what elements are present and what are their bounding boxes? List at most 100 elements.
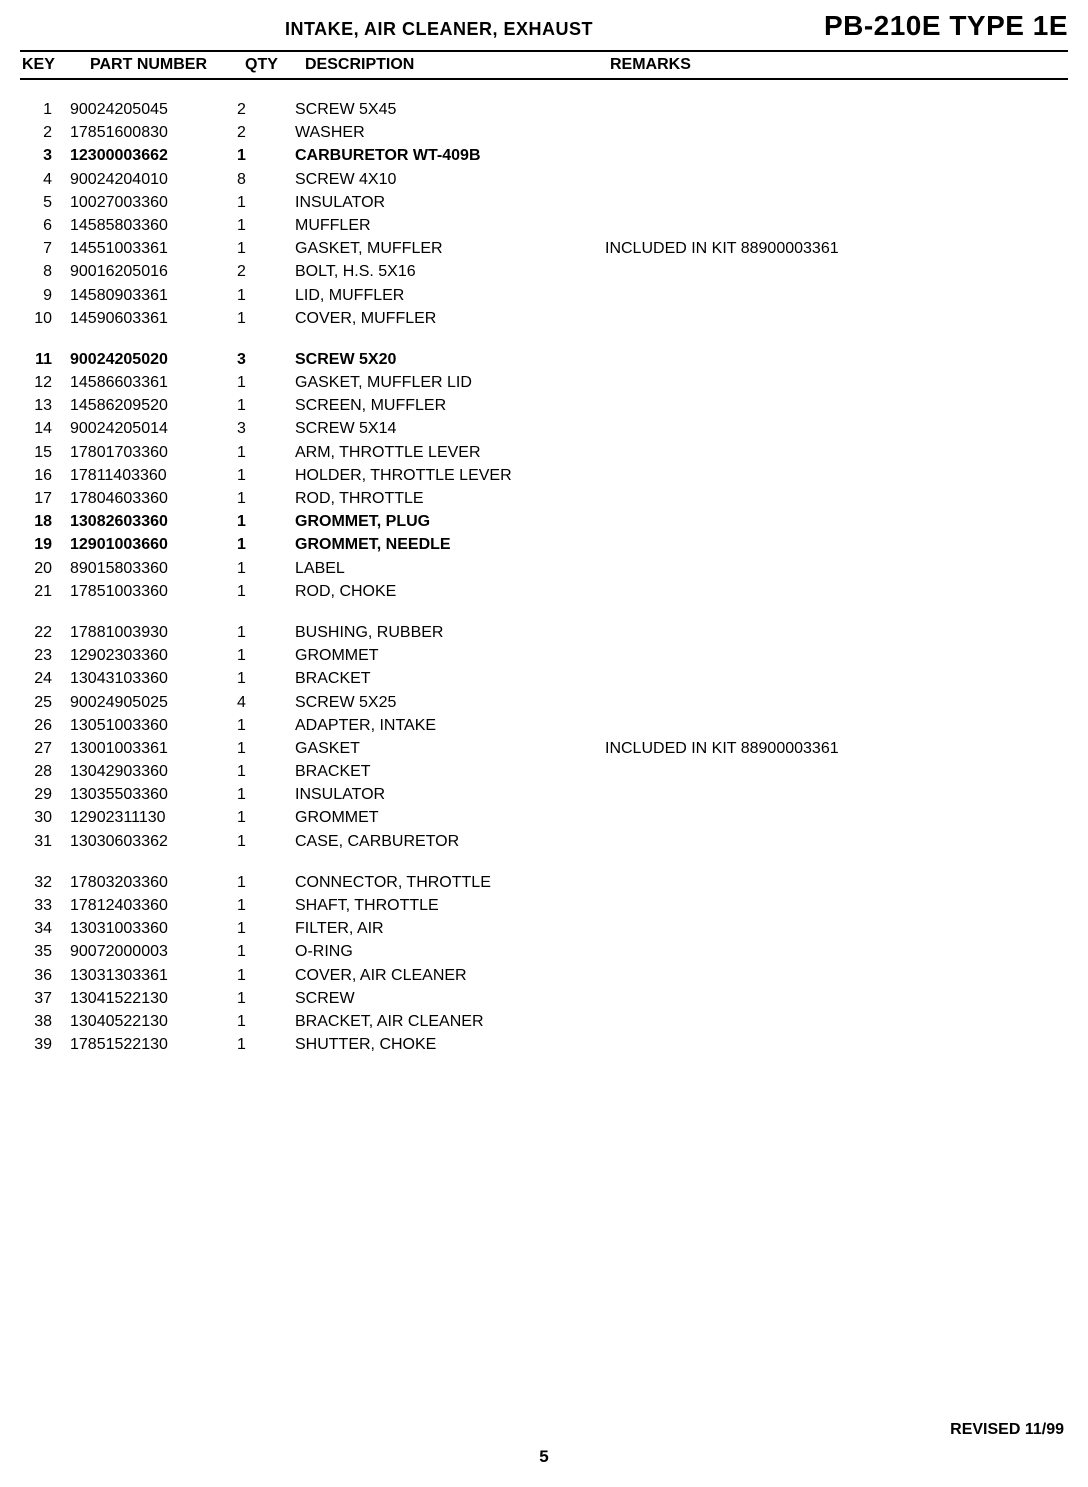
cell-part-number: 14590603361 bbox=[70, 307, 225, 330]
cell-key: 19 bbox=[20, 533, 70, 556]
cell-qty: 1 bbox=[225, 284, 295, 307]
cell-key: 6 bbox=[20, 214, 70, 237]
cell-key: 37 bbox=[20, 987, 70, 1010]
cell-description: SCREW bbox=[295, 987, 605, 1010]
cell-remarks bbox=[605, 168, 1068, 191]
cell-remarks bbox=[605, 284, 1068, 307]
table-row: 38130405221301BRACKET, AIR CLEANER bbox=[20, 1010, 1068, 1033]
cell-description: SCREW 4X10 bbox=[295, 168, 605, 191]
cell-remarks bbox=[605, 1010, 1068, 1033]
cell-description: BRACKET bbox=[295, 667, 605, 690]
cell-description: ADAPTER, INTAKE bbox=[295, 714, 605, 737]
cell-key: 9 bbox=[20, 284, 70, 307]
cell-qty: 1 bbox=[225, 714, 295, 737]
cell-description: COVER, MUFFLER bbox=[295, 307, 605, 330]
cell-qty: 1 bbox=[225, 760, 295, 783]
cell-key: 5 bbox=[20, 191, 70, 214]
cell-description: BRACKET, AIR CLEANER bbox=[295, 1010, 605, 1033]
table-row: 15178017033601ARM, THROTTLE LEVER bbox=[20, 441, 1068, 464]
table-row: 8900162050162BOLT, H.S. 5X16 bbox=[20, 260, 1068, 283]
cell-description: CASE, CARBURETOR bbox=[295, 830, 605, 853]
cell-qty: 1 bbox=[225, 783, 295, 806]
cell-description: GASKET, MUFFLER LID bbox=[295, 371, 605, 394]
cell-part-number: 90024204010 bbox=[70, 168, 225, 191]
cell-description: SHAFT, THROTTLE bbox=[295, 894, 605, 917]
cell-remarks bbox=[605, 987, 1068, 1010]
cell-part-number: 90024205014 bbox=[70, 417, 225, 440]
cell-description: GROMMET bbox=[295, 644, 605, 667]
cell-qty: 1 bbox=[225, 964, 295, 987]
table-row: 23129023033601GROMMET bbox=[20, 644, 1068, 667]
cell-remarks bbox=[605, 557, 1068, 580]
cell-key: 11 bbox=[20, 348, 70, 371]
cell-part-number: 12901003660 bbox=[70, 533, 225, 556]
section-title: INTAKE, AIR CLEANER, EXHAUST bbox=[285, 19, 593, 40]
cell-remarks bbox=[605, 487, 1068, 510]
cell-key: 30 bbox=[20, 806, 70, 829]
table-row: 24130431033601BRACKET bbox=[20, 667, 1068, 690]
table-row: 34130310033601FILTER, AIR bbox=[20, 917, 1068, 940]
table-row: 25900249050254SCREW 5X25 bbox=[20, 691, 1068, 714]
table-row: 16178114033601HOLDER, THROTTLE LEVER bbox=[20, 464, 1068, 487]
column-headers: KEY PART NUMBER QTY DESCRIPTION REMARKS bbox=[20, 50, 1068, 80]
cell-description: INSULATOR bbox=[295, 191, 605, 214]
cell-part-number: 13031003360 bbox=[70, 917, 225, 940]
cell-key: 20 bbox=[20, 557, 70, 580]
table-row: 2178516008302WASHER bbox=[20, 121, 1068, 144]
cell-description: SCREW 5X25 bbox=[295, 691, 605, 714]
cell-key: 16 bbox=[20, 464, 70, 487]
cell-key: 22 bbox=[20, 621, 70, 644]
cell-description: SCREEN, MUFFLER bbox=[295, 394, 605, 417]
cell-qty: 1 bbox=[225, 1033, 295, 1056]
cell-qty: 1 bbox=[225, 144, 295, 167]
cell-qty: 1 bbox=[225, 1010, 295, 1033]
cell-qty: 1 bbox=[225, 394, 295, 417]
cell-remarks bbox=[605, 144, 1068, 167]
cell-qty: 2 bbox=[225, 121, 295, 144]
cell-remarks bbox=[605, 871, 1068, 894]
table-row: 13145862095201SCREEN, MUFFLER bbox=[20, 394, 1068, 417]
table-row: 31130306033621CASE, CARBURETOR bbox=[20, 830, 1068, 853]
group-gap bbox=[20, 853, 1068, 871]
cell-part-number: 17812403360 bbox=[70, 894, 225, 917]
cell-description: INSULATOR bbox=[295, 783, 605, 806]
table-row: 11900242050203SCREW 5X20 bbox=[20, 348, 1068, 371]
cell-key: 4 bbox=[20, 168, 70, 191]
cell-part-number: 12300003662 bbox=[70, 144, 225, 167]
cell-part-number: 13043103360 bbox=[70, 667, 225, 690]
cell-part-number: 13041522130 bbox=[70, 987, 225, 1010]
cell-part-number: 90024205020 bbox=[70, 348, 225, 371]
cell-remarks bbox=[605, 621, 1068, 644]
cell-key: 8 bbox=[20, 260, 70, 283]
table-row: 14900242050143SCREW 5X14 bbox=[20, 417, 1068, 440]
cell-remarks bbox=[605, 510, 1068, 533]
table-row: 5100270033601INSULATOR bbox=[20, 191, 1068, 214]
cell-qty: 1 bbox=[225, 371, 295, 394]
cell-remarks bbox=[605, 307, 1068, 330]
cell-part-number: 13040522130 bbox=[70, 1010, 225, 1033]
cell-key: 34 bbox=[20, 917, 70, 940]
cell-key: 7 bbox=[20, 237, 70, 260]
cell-remarks bbox=[605, 98, 1068, 121]
cell-remarks bbox=[605, 580, 1068, 603]
page-header: INTAKE, AIR CLEANER, EXHAUST PB-210E TYP… bbox=[20, 10, 1068, 42]
cell-part-number: 13030603362 bbox=[70, 830, 225, 853]
cell-part-number: 14585803360 bbox=[70, 214, 225, 237]
cell-description: BRACKET bbox=[295, 760, 605, 783]
cell-remarks bbox=[605, 783, 1068, 806]
cell-part-number: 17804603360 bbox=[70, 487, 225, 510]
cell-qty: 1 bbox=[225, 871, 295, 894]
cell-remarks bbox=[605, 441, 1068, 464]
col-header-qty: QTY bbox=[245, 56, 305, 74]
cell-part-number: 17811403360 bbox=[70, 464, 225, 487]
cell-remarks bbox=[605, 917, 1068, 940]
cell-qty: 1 bbox=[225, 940, 295, 963]
cell-remarks: INCLUDED IN KIT 88900003361 bbox=[605, 237, 1068, 260]
table-row: 37130415221301SCREW bbox=[20, 987, 1068, 1010]
cell-part-number: 10027003360 bbox=[70, 191, 225, 214]
cell-qty: 3 bbox=[225, 348, 295, 371]
table-row: 20890158033601LABEL bbox=[20, 557, 1068, 580]
cell-remarks bbox=[605, 260, 1068, 283]
col-header-remarks: REMARKS bbox=[610, 56, 1068, 74]
cell-description: LABEL bbox=[295, 557, 605, 580]
